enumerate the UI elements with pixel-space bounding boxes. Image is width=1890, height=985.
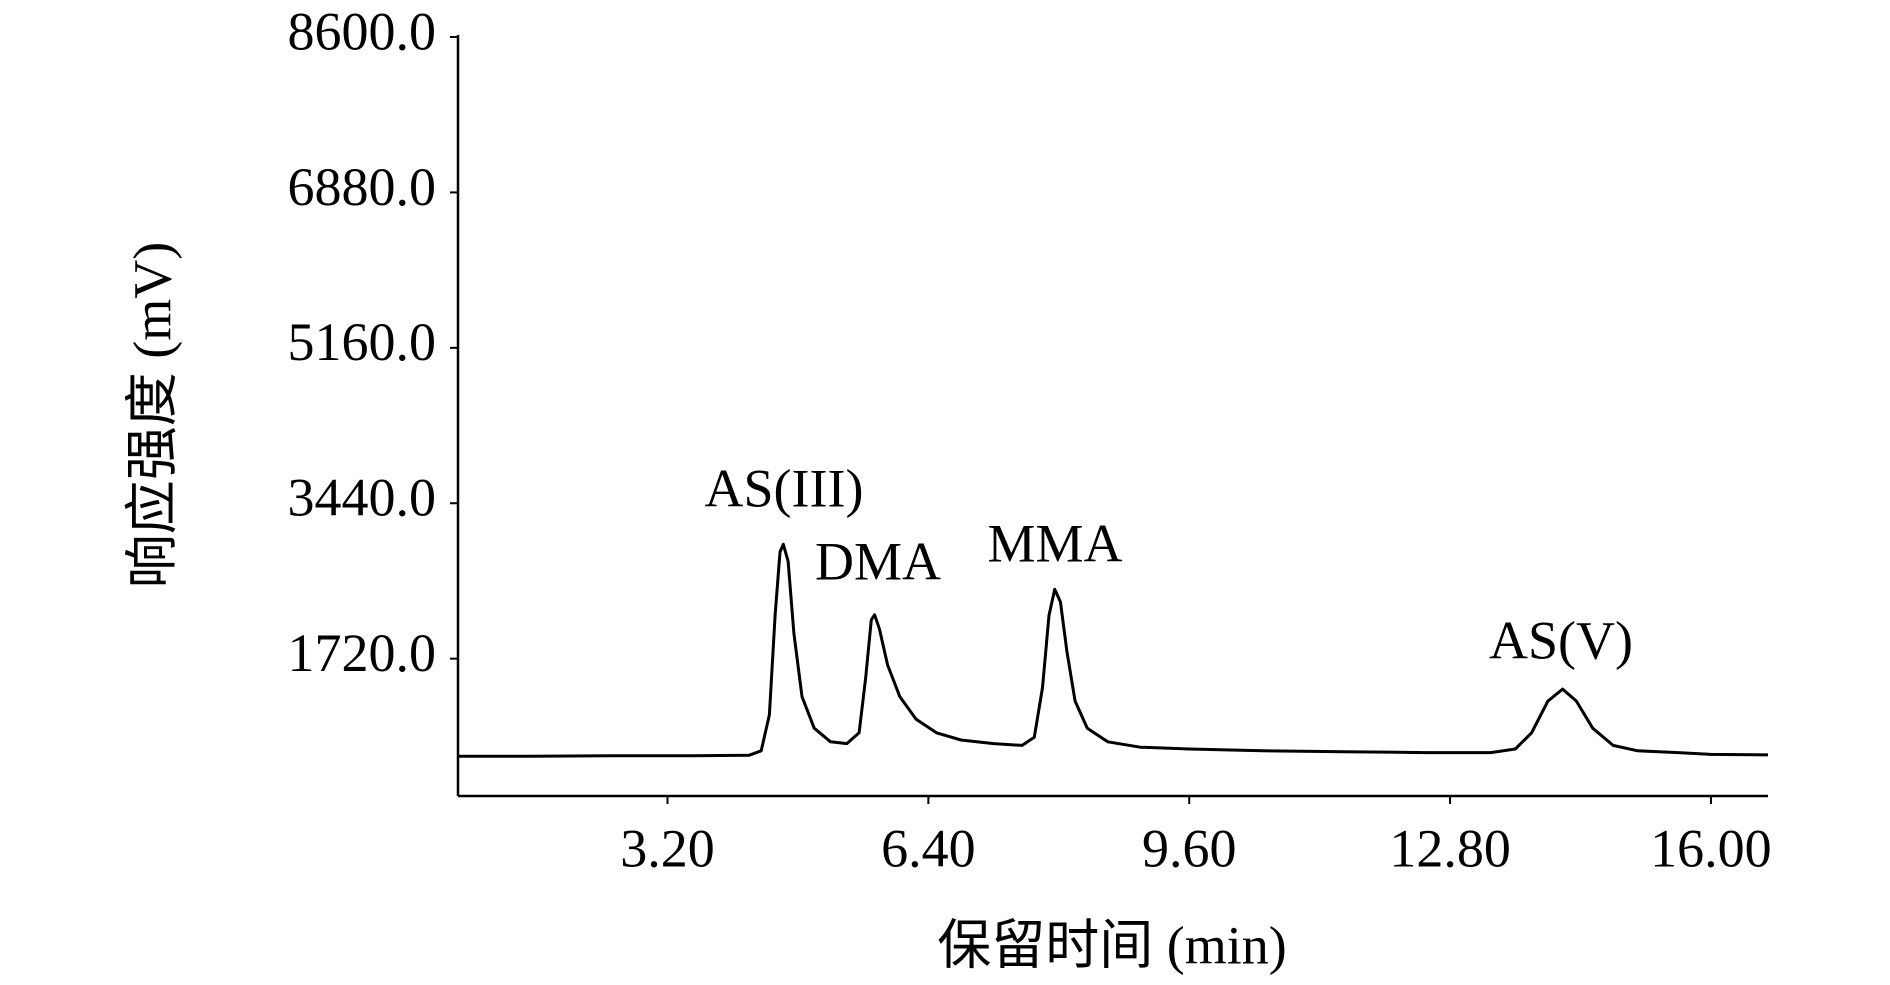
y-axis-title: 响应强度 (mV) xyxy=(122,242,182,588)
x-tick-label: 6.40 xyxy=(881,818,976,878)
y-tick-label: 5160.0 xyxy=(288,312,437,372)
annotation: DMA xyxy=(815,531,941,591)
x-tick-label: 12.80 xyxy=(1389,818,1511,878)
y-tick-label: 6880.0 xyxy=(288,157,437,217)
x-axis-title: 保留时间 (min) xyxy=(937,915,1286,975)
y-tick-label: 1720.0 xyxy=(288,623,437,683)
y-tick-label: 3440.0 xyxy=(288,468,437,528)
data-line xyxy=(458,542,1769,758)
x-tick-label: 3.20 xyxy=(620,818,715,878)
annotation: AS(V) xyxy=(1489,610,1633,670)
x-tick-label: 16.00 xyxy=(1650,818,1772,878)
y-tick-label: 8600.0 xyxy=(288,1,437,61)
annotation: MMA xyxy=(987,513,1122,573)
annotation: AS(III) xyxy=(705,458,864,518)
x-tick-label: 9.60 xyxy=(1142,818,1237,878)
